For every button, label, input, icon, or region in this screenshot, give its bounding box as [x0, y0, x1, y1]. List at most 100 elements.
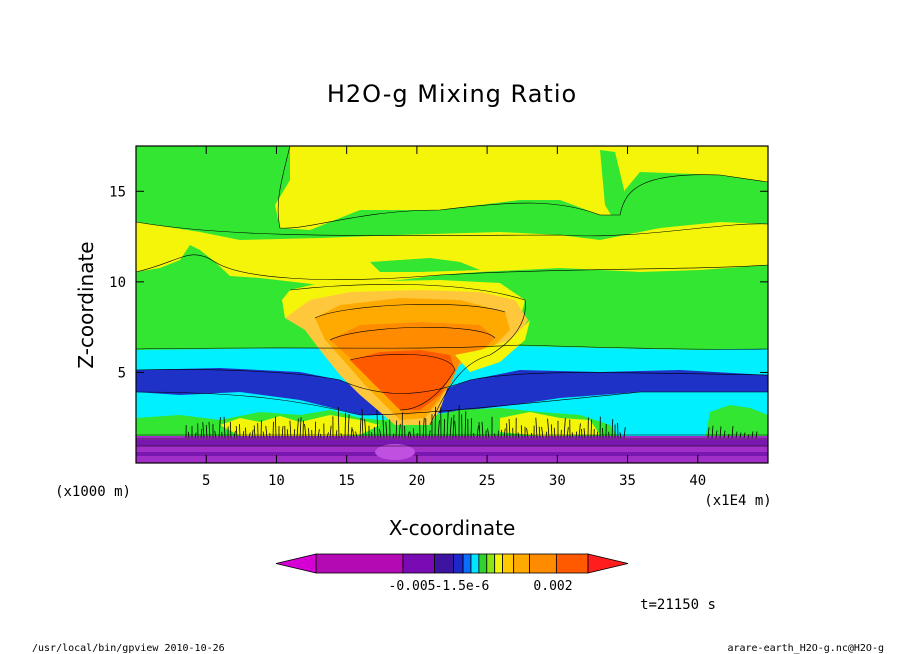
- turbulence-stroke: [739, 432, 742, 439]
- turbulence-stroke: [437, 420, 440, 439]
- surface-turbulence: [185, 404, 758, 439]
- colorbar-swatch: [434, 553, 454, 574]
- colorbar-swatch: [555, 553, 589, 574]
- plot-frame: [135, 145, 769, 464]
- turbulence-stroke: [575, 431, 578, 439]
- turbulence-stroke: [235, 425, 238, 439]
- turbulence-stroke: [530, 432, 533, 439]
- turbulence-stroke: [487, 428, 490, 439]
- turbulence-stroke: [470, 418, 473, 439]
- turbulence-stroke: [239, 424, 241, 439]
- turbulence-stroke: [335, 430, 338, 439]
- turbulence-stroke: [373, 427, 376, 439]
- colorbar-swatch: [486, 553, 496, 574]
- turbulence-stroke: [385, 421, 388, 439]
- turbulence-stroke: [205, 425, 208, 439]
- turbulence-stroke: [747, 434, 750, 439]
- turbulence-stroke: [583, 428, 586, 439]
- turbulence-stroke: [299, 417, 302, 439]
- colorbar-swatch: [513, 553, 530, 574]
- turbulence-stroke: [326, 432, 329, 439]
- turbulence-stroke: [253, 425, 256, 439]
- turbulence-stroke: [350, 427, 353, 439]
- chart-title: H2O-g Mixing Ratio: [327, 80, 577, 108]
- turbulence-stroke: [289, 420, 292, 439]
- turbulence-stroke: [611, 419, 614, 439]
- turbulence-stroke: [200, 428, 203, 439]
- turbulence-stroke: [596, 431, 599, 439]
- turbulence-stroke: [508, 419, 511, 439]
- colorbar-swatch: [478, 553, 488, 574]
- turbulence-stroke: [376, 410, 379, 439]
- turbulence-stroke: [476, 425, 479, 439]
- contour-band-green-stream: [600, 150, 635, 238]
- x-axis-units: (x1E4 m): [704, 493, 771, 509]
- turbulence-stroke: [449, 417, 452, 439]
- colorbar-swatch: [462, 553, 472, 574]
- turbulence-stroke: [578, 423, 581, 439]
- turbulence-stroke: [743, 432, 746, 439]
- y-axis: 5 10 15: [109, 184, 768, 381]
- contour-band-purple-dark-2: [136, 452, 768, 456]
- contour-band-blue: [136, 368, 768, 415]
- turbulence-stroke: [500, 429, 503, 439]
- turbulence-stroke: [422, 417, 425, 439]
- turbulence-stroke: [434, 406, 436, 439]
- turbulence-stroke: [329, 425, 332, 439]
- time-label: t=21150 s: [640, 597, 716, 613]
- turbulence-stroke: [304, 423, 307, 439]
- y-tick-label: 15: [109, 184, 126, 200]
- turbulence-stroke: [545, 431, 548, 439]
- contour-field: [136, 146, 768, 463]
- contour-band-yellow-top: [275, 146, 768, 230]
- turbulence-stroke: [623, 427, 626, 439]
- turbulence-stroke: [382, 415, 385, 439]
- turbulence-stroke: [218, 417, 221, 439]
- turbulence-stroke: [229, 421, 232, 439]
- x-tick-label: 35: [619, 473, 636, 489]
- turbulence-stroke: [202, 422, 205, 439]
- colorbar-swatch: [470, 553, 480, 574]
- turbulence-stroke: [286, 429, 289, 439]
- colorbar-swatch: [402, 553, 436, 574]
- turbulence-stroke: [443, 419, 446, 439]
- turbulence-stroke: [719, 426, 722, 439]
- x-tick-label: 25: [479, 473, 496, 489]
- turbulence-stroke: [344, 412, 346, 439]
- turbulence-stroke: [452, 414, 455, 439]
- turbulence-stroke: [214, 430, 217, 439]
- turbulence-stroke: [317, 429, 320, 439]
- turbulence-stroke: [275, 416, 277, 439]
- turbulence-stroke: [262, 431, 265, 439]
- turbulence-stroke: [478, 422, 481, 439]
- turbulence-stroke: [707, 427, 710, 439]
- turbulence-stroke: [526, 427, 529, 439]
- x-tick-label: 5: [202, 473, 210, 489]
- turbulence-stroke: [355, 431, 358, 439]
- turbulence-stroke: [715, 430, 718, 439]
- x-tick-label: 10: [268, 473, 285, 489]
- turbulence-stroke: [563, 418, 566, 439]
- colorbar-swatch: [453, 553, 464, 574]
- turbulence-stroke: [194, 432, 197, 439]
- turbulence-stroke: [711, 425, 714, 439]
- turbulence-stroke: [755, 431, 758, 439]
- turbulence-stroke: [361, 408, 364, 439]
- contour-lines: [136, 146, 768, 447]
- turbulence-stroke: [520, 425, 523, 439]
- turbulence-stroke: [265, 425, 268, 439]
- contour-band-yellow-surface: [220, 415, 380, 438]
- turbulence-stroke: [296, 418, 299, 439]
- y-tick-label: 10: [109, 275, 126, 291]
- turbulence-stroke: [571, 432, 574, 439]
- colorbar-extend-high: [587, 553, 629, 574]
- turbulence-stroke: [619, 432, 622, 439]
- colorbar-extend-low: [275, 553, 317, 574]
- turbulence-stroke: [503, 428, 506, 439]
- turbulence-stroke: [535, 417, 538, 439]
- turbulence-stroke: [248, 432, 251, 439]
- x-axis-label: X-coordinate: [389, 516, 516, 540]
- turbulence-stroke: [352, 428, 355, 439]
- colorbar-label: -1.5e-6: [435, 579, 490, 594]
- colorbar-swatch: [315, 553, 404, 574]
